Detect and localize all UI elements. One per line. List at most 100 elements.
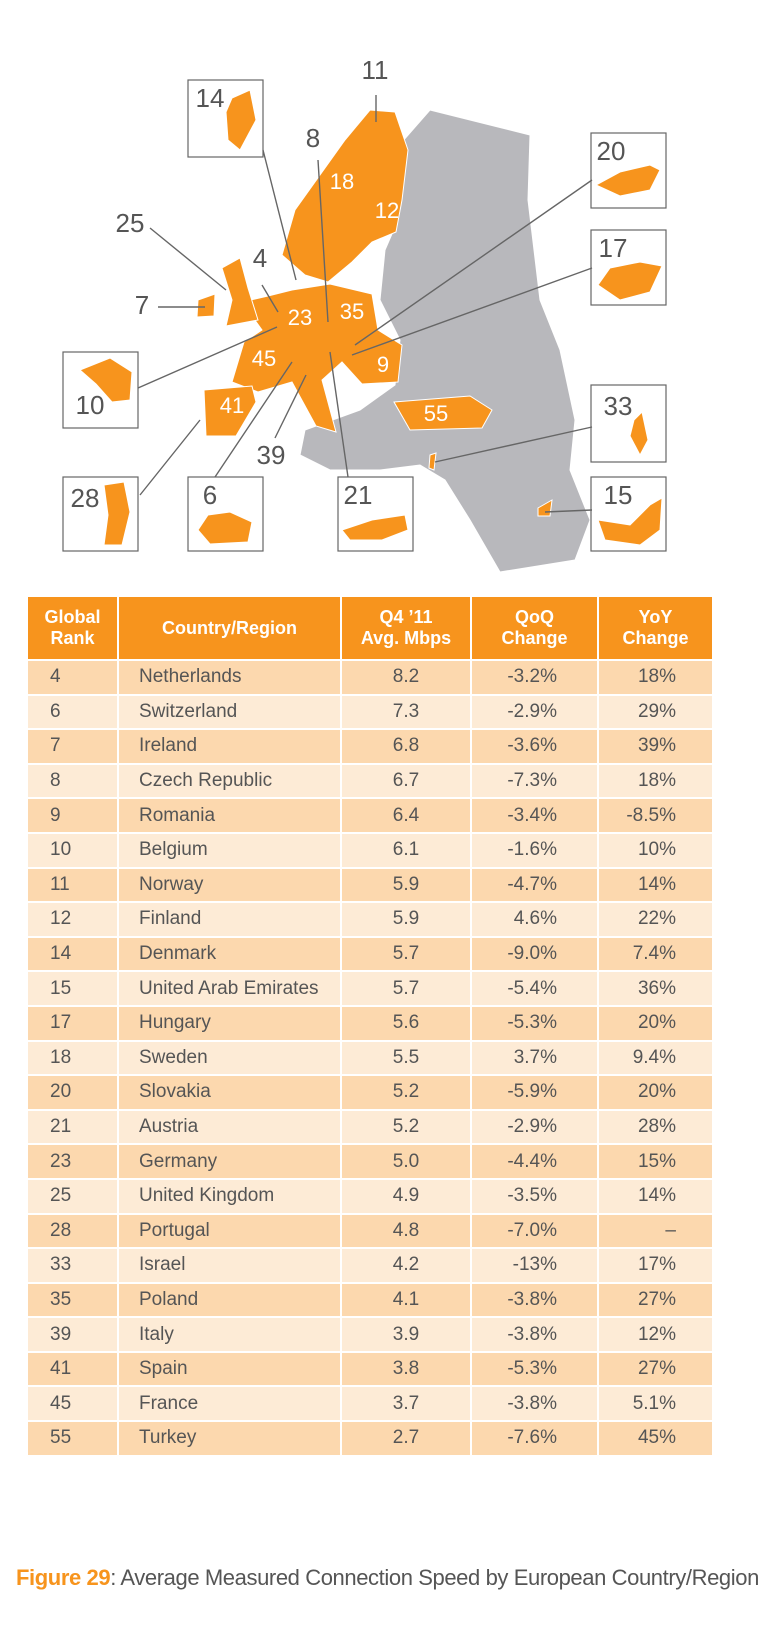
table-row: 25 United Kingdom 4.9 -3.5% 14% <box>26 1177 714 1215</box>
table-cell: -3.8% <box>470 1316 599 1353</box>
table-cell: Hungary <box>117 1004 342 1042</box>
table-cell: -1.6% <box>470 831 599 869</box>
table-cell: 7.4% <box>597 935 714 973</box>
europe-map: 11 14 8 18 12 20 25 4 23 35 17 7 45 9 10… <box>62 55 667 573</box>
inset-hungary <box>597 261 663 301</box>
map-label: 39 <box>257 440 286 470</box>
table-cell: -3.2% <box>470 659 599 696</box>
turkey <box>393 395 493 431</box>
table-cell: 4.1 <box>340 1281 472 1319</box>
map-label: 11 <box>362 55 389 85</box>
map-label: 9 <box>377 352 389 377</box>
table-cell: 11 <box>26 866 119 904</box>
table-cell: -3.5% <box>470 1177 599 1215</box>
table-cell: Austria <box>117 1108 342 1146</box>
table-cell: -3.4% <box>470 797 599 834</box>
table-row: 33 Israel 4.2 -13% 17% <box>26 1247 714 1284</box>
table-cell: Portugal <box>117 1212 342 1250</box>
table-row: 7 Ireland 6.8 -3.6% 39% <box>26 728 714 765</box>
table-cell: 5.9 <box>340 866 472 904</box>
table-cell: Norway <box>117 866 342 904</box>
table-cell: 9.4% <box>597 1039 714 1077</box>
table-cell: -4.7% <box>470 866 599 904</box>
table-cell: 35 <box>26 1281 119 1319</box>
table-cell: 55 <box>26 1420 119 1457</box>
table-row: 14 Denmark 5.7 -9.0% 7.4% <box>26 935 714 973</box>
column-header: YoY Change <box>597 597 714 661</box>
table-cell: Switzerland <box>117 693 342 731</box>
column-header: Country/Region <box>117 597 342 661</box>
table-cell: 5.7 <box>340 970 472 1007</box>
table-cell: 17% <box>597 1247 714 1284</box>
table-cell: -9.0% <box>470 935 599 973</box>
map-label: 23 <box>288 305 312 330</box>
table-cell: -13% <box>470 1247 599 1284</box>
map-label: 33 <box>604 391 633 421</box>
table-row: 23 Germany 5.0 -4.4% 15% <box>26 1143 714 1180</box>
map-label: 8 <box>306 123 320 153</box>
table-cell: 5.1% <box>597 1385 714 1423</box>
speed-table: Global Rank Country/Region Q4 ’11 Avg. Mbp… <box>26 597 714 1457</box>
table-cell: 14% <box>597 866 714 904</box>
table-cell: 6 <box>26 693 119 731</box>
inset-slovakia <box>594 164 661 197</box>
table-cell: 8 <box>26 762 119 800</box>
table-cell: 20% <box>597 1074 714 1111</box>
table-cell: Ireland <box>117 728 342 765</box>
inset-portugal <box>103 481 131 546</box>
table-cell: Czech Republic <box>117 762 342 800</box>
table-cell: Germany <box>117 1143 342 1180</box>
table-cell: 22% <box>597 901 714 938</box>
map-label: 28 <box>71 483 100 513</box>
table-cell: -5.3% <box>470 1004 599 1042</box>
table-cell: France <box>117 1385 342 1423</box>
table-cell: 29% <box>597 693 714 731</box>
header-row: Global Rank Country/Region Q4 ’11 Avg. Mbp… <box>26 597 714 661</box>
caption-label: Figure 29 <box>16 1565 111 1590</box>
ireland <box>196 293 216 318</box>
table-cell: 27% <box>597 1350 714 1388</box>
table-cell: 33 <box>26 1247 119 1284</box>
table-cell: -5.3% <box>470 1350 599 1388</box>
map-label: 18 <box>330 169 354 194</box>
table-cell: Finland <box>117 901 342 938</box>
table-cell: 4 <box>26 659 119 696</box>
table-cell: 3.7 <box>340 1385 472 1423</box>
table-cell: 6.4 <box>340 797 472 834</box>
map-label: 45 <box>252 346 276 371</box>
table-cell: 20 <box>26 1074 119 1111</box>
table-cell: 12 <box>26 901 119 938</box>
inset-austria <box>341 514 409 541</box>
leader-lines <box>137 95 593 513</box>
map-label: 7 <box>135 290 149 320</box>
table-cell: -7.6% <box>470 1420 599 1457</box>
table-cell: Slovakia <box>117 1074 342 1111</box>
table-cell: Belgium <box>117 831 342 869</box>
table-row: 45 France 3.7 -3.8% 5.1% <box>26 1385 714 1423</box>
figure-caption: Figure 29: Average Measured Connection S… <box>16 1565 759 1591</box>
table-cell: 6.7 <box>340 762 472 800</box>
table-cell: Sweden <box>117 1039 342 1077</box>
map-label: 21 <box>344 480 373 510</box>
map-label: 55 <box>424 401 448 426</box>
table-cell: 7.3 <box>340 693 472 731</box>
column-header: Q4 ’11 Avg. Mbps <box>340 597 472 661</box>
table-cell: 21 <box>26 1108 119 1146</box>
table-cell: -5.9% <box>470 1074 599 1111</box>
inset-belgium <box>79 357 133 403</box>
table-cell: 17 <box>26 1004 119 1042</box>
table-cell: 4.9 <box>340 1177 472 1215</box>
table-cell: -5.4% <box>470 970 599 1007</box>
table-cell: 36% <box>597 970 714 1007</box>
column-header: Global Rank <box>26 597 119 661</box>
table-cell: 20% <box>597 1004 714 1042</box>
map-label: 35 <box>340 299 364 324</box>
table-cell: 3.9 <box>340 1316 472 1353</box>
table-cell: 10 <box>26 831 119 869</box>
table-row: 11 Norway 5.9 -4.7% 14% <box>26 866 714 904</box>
table-cell: 5.2 <box>340 1074 472 1111</box>
table-row: 17 Hungary 5.6 -5.3% 20% <box>26 1004 714 1042</box>
land <box>299 109 591 573</box>
table-cell: 41 <box>26 1350 119 1388</box>
table-cell: 45% <box>597 1420 714 1457</box>
